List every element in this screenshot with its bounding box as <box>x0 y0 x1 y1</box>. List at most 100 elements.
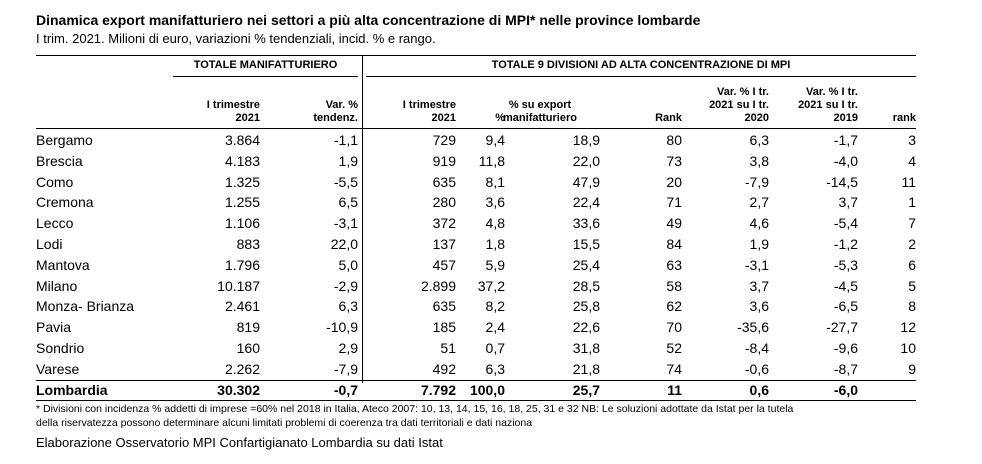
row-label: Bergamo <box>36 132 93 148</box>
table-cell: 7 <box>908 215 916 232</box>
table-cell: 3 <box>908 132 916 148</box>
table-cell: 8 <box>908 298 916 315</box>
table-cell: 33,6 <box>572 215 600 232</box>
table-cell: 70 <box>666 319 682 336</box>
table-cell: 52 <box>666 340 682 356</box>
table-cell: -0,7 <box>333 382 358 398</box>
footnote-1: * Divisioni con incidenza % addetti di i… <box>36 403 794 415</box>
table-cell: 1,9 <box>749 236 769 252</box>
table-cell: 22,0 <box>572 152 600 169</box>
table-cell: 73 <box>666 152 682 169</box>
table-row: Pavia 819 -10,9 185 2,4 22,6 70 -35,6 -27,7 12 <box>36 317 936 337</box>
page-title: Dinamica export manifatturiero nei setto… <box>36 12 701 28</box>
table-cell: 137 <box>432 236 456 252</box>
table-cell: -0,6 <box>744 360 769 377</box>
table-cell: -4,0 <box>833 152 858 169</box>
row-label: Lodi <box>36 236 63 252</box>
table-cell: 18,9 <box>572 132 600 148</box>
table-cell: -5,5 <box>333 173 358 190</box>
row-label: Cremona <box>36 194 94 211</box>
table-cell: 4,8 <box>485 215 505 232</box>
footnote-2: della riservatezza possono determinare a… <box>36 417 533 429</box>
table-cell: 71 <box>666 194 682 211</box>
table-cell: 80 <box>666 132 682 148</box>
table-cell: 8,2 <box>485 298 505 315</box>
table-cell: 2 <box>908 236 916 252</box>
table-cell: 492 <box>432 360 456 377</box>
group-underline-total-manufacturing <box>173 76 358 77</box>
table-cell: 25,8 <box>572 298 600 315</box>
total-row-top-border <box>36 380 916 381</box>
table-cell: 185 <box>432 319 456 336</box>
row-label: Lecco <box>36 215 74 232</box>
group-header-total-manufacturing: TOTALE MANIFATTURIERO <box>193 59 338 71</box>
total-row-cells: Lombardia 30.302 -0,7 7.792 100,0 25,7 11 0,6 -6… <box>36 380 936 400</box>
table-cell: 635 <box>432 173 456 190</box>
table-cell: 62 <box>666 298 682 315</box>
column-header: I trimestre 2021 <box>402 99 456 124</box>
table-row: Monza- Brianza 2.461 6,3 635 8,2 25,8 62 3,6 -6,… <box>36 296 936 316</box>
table-cell: 9 <box>908 360 916 377</box>
group-header-top9-divisions: TOTALE 9 DIVISIONI AD ALTA CONCENTRAZION… <box>491 59 791 71</box>
table-cell: -8,7 <box>833 360 858 377</box>
table-cell: 6,3 <box>485 360 505 377</box>
row-label: Sondrio <box>36 340 85 356</box>
group-underline-top9-divisions <box>366 76 916 77</box>
table-cell: 5,0 <box>338 256 358 273</box>
table-cell: -7,9 <box>744 173 769 190</box>
table-row: Como 1.325 -5,5 635 8,1 47,9 20 -7,9 -14,5 11 <box>36 172 936 192</box>
table-cell: 2,4 <box>485 319 505 336</box>
table-row: Lodi 883 22,0 137 1,8 15,5 84 1,9 -1,2 2 <box>36 234 936 254</box>
table-cell: 6,3 <box>338 298 358 315</box>
table-cell: 5,9 <box>485 256 505 273</box>
row-label: Como <box>36 173 74 190</box>
table-cell: 11 <box>667 382 682 398</box>
column-header: I trimestre 2021 <box>206 99 260 124</box>
table-cell: 160 <box>236 340 260 356</box>
row-label: Mantova <box>36 256 90 273</box>
table-cell: 3,6 <box>749 298 769 315</box>
table-cell: 63 <box>666 256 682 273</box>
table-cell: -6,5 <box>833 298 858 315</box>
column-header: Var. % I tr. 2021 su I tr. 2019 <box>798 86 858 124</box>
table-cell: -1,2 <box>833 236 858 252</box>
table-cell: 28,5 <box>572 277 600 294</box>
table-row: Lecco 1.106 -3,1 372 4,8 33,6 49 4,6 -5,4 7 <box>36 213 936 233</box>
table-cell: 3.864 <box>224 132 260 148</box>
table-cell: -14,5 <box>826 173 858 190</box>
table-cell: 0,6 <box>749 382 769 398</box>
table-cell: 1.325 <box>224 173 260 190</box>
table-row: Sondrio 160 2,9 51 0,7 31,8 52 -8,4 -9,6 10 <box>36 338 936 358</box>
row-label: Pavia <box>36 319 72 336</box>
table-cell: 37,2 <box>477 277 505 294</box>
table-cell: 280 <box>432 194 456 211</box>
table-cell: 1 <box>908 194 916 211</box>
table-cell: -1,7 <box>833 132 858 148</box>
table-cell: -6,0 <box>833 382 858 398</box>
table-cell: -3,1 <box>333 215 358 232</box>
column-header: rank <box>892 112 916 124</box>
table-cell: 3,7 <box>838 194 858 211</box>
table-cell: 22,4 <box>572 194 600 211</box>
table-cell: 883 <box>236 236 260 252</box>
table-cell: 1,8 <box>485 236 505 252</box>
table-row: Bergamo 3.864 -1,1 729 9,4 18,9 80 6,3 -1,7 3 <box>36 130 936 150</box>
table-cell: 2.262 <box>224 360 260 377</box>
row-label: Milano <box>36 277 78 294</box>
table-cell: 58 <box>666 277 682 294</box>
table-cell: 0,7 <box>485 340 505 356</box>
table-cell: 4.183 <box>224 152 260 169</box>
table-cell: 3,6 <box>485 194 505 211</box>
table-cell: 3,7 <box>749 277 769 294</box>
table-cell: 21,8 <box>572 360 600 377</box>
table-cell: 30.302 <box>217 382 260 398</box>
table-cell: 10.187 <box>217 277 260 294</box>
column-header: Rank <box>655 112 682 124</box>
table-row: Varese 2.262 -7,9 492 6,3 21,8 74 -0,6 -8,7 9 <box>36 359 936 379</box>
table-cell: -5,4 <box>833 215 858 232</box>
table-row: Milano 10.187 -2,9 2.899 37,2 28,5 58 3,7 -4,5 5 <box>36 276 936 296</box>
table-top-border <box>36 55 916 56</box>
table-cell: 10 <box>900 340 916 356</box>
column-header: % <box>495 112 505 124</box>
table-row: Cremona 1.255 6,5 280 3,6 22,4 71 2,7 3,7 1 <box>36 192 936 212</box>
